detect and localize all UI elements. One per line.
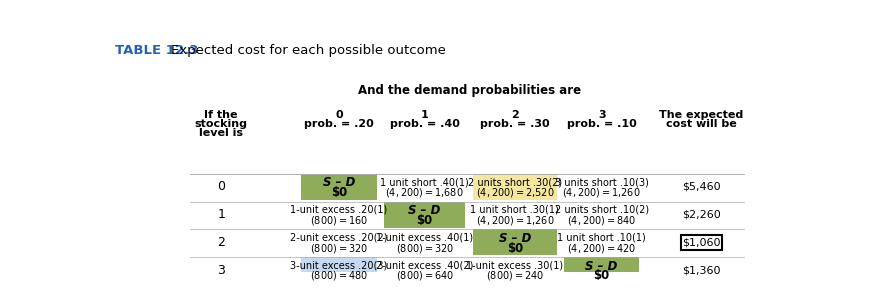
Text: prob. = .10: prob. = .10 [566, 119, 636, 129]
Text: 1: 1 [217, 208, 225, 221]
Text: 2: 2 [217, 236, 225, 249]
Text: $2,260: $2,260 [681, 210, 720, 220]
Text: ($4,200) = $2,520: ($4,200) = $2,520 [475, 186, 554, 199]
Text: 2-unit excess .40(2): 2-unit excess .40(2) [375, 260, 473, 270]
Text: ($800) = $480: ($800) = $480 [309, 269, 368, 282]
Text: 2: 2 [510, 110, 518, 120]
Text: ($800) = $320: ($800) = $320 [309, 241, 368, 255]
Text: level is: level is [199, 128, 242, 138]
Text: 0: 0 [335, 110, 342, 120]
Text: TABLE 12.3: TABLE 12.3 [115, 44, 198, 58]
Bar [301, 174, 376, 200]
Text: 1 unit short .30(1): 1 unit short .30(1) [470, 205, 559, 215]
Text: 2 units short .10(2): 2 units short .10(2) [554, 205, 648, 215]
Text: 0: 0 [217, 180, 225, 193]
Text: ($800) = $640: ($800) = $640 [395, 269, 453, 282]
Text: S – D: S – D [408, 204, 441, 217]
Text: 1: 1 [421, 110, 428, 120]
Text: 1 unit short .10(1): 1 unit short .10(1) [557, 233, 646, 243]
Text: $0: $0 [506, 241, 522, 255]
Text: cost will be: cost will be [666, 119, 736, 129]
Text: 3 units short .10(3): 3 units short .10(3) [554, 177, 648, 187]
Bar [383, 201, 465, 228]
Text: S – D: S – D [322, 177, 355, 189]
Bar [564, 257, 638, 283]
Text: 3: 3 [217, 263, 225, 277]
Bar [473, 174, 556, 200]
Text: ($4,200) = $420: ($4,200) = $420 [567, 241, 635, 255]
Bar [473, 229, 556, 256]
Text: ($4,200) = $840: ($4,200) = $840 [567, 214, 635, 227]
Text: ($800) = $240: ($800) = $240 [485, 269, 543, 282]
Text: 2-unit excess .20(2): 2-unit excess .20(2) [290, 233, 388, 243]
Bar [680, 235, 721, 250]
Text: $1,060: $1,060 [681, 237, 720, 247]
Text: prob. = .40: prob. = .40 [389, 119, 459, 129]
Text: $1,360: $1,360 [681, 265, 720, 275]
Text: 2 units short .30(2): 2 units short .30(2) [468, 177, 561, 187]
Text: ($800) = $320: ($800) = $320 [395, 241, 453, 255]
Text: S – D: S – D [585, 259, 617, 273]
Text: ($4,200) = $1,260: ($4,200) = $1,260 [475, 214, 554, 227]
Text: 3: 3 [597, 110, 605, 120]
Text: ($800) = $160: ($800) = $160 [309, 214, 368, 227]
Text: $5,460: $5,460 [681, 182, 720, 192]
Text: prob. = .30: prob. = .30 [480, 119, 549, 129]
Text: Expected cost for each possible outcome: Expected cost for each possible outcome [170, 44, 445, 58]
Text: $0: $0 [416, 214, 432, 227]
Text: And the demand probabilities are: And the demand probabilities are [358, 84, 580, 97]
Text: If the: If the [204, 110, 237, 120]
Text: 1 unit short .40(1): 1 unit short .40(1) [380, 177, 468, 187]
Text: S – D: S – D [498, 232, 530, 245]
Text: 1-unit excess .40(1): 1-unit excess .40(1) [375, 233, 473, 243]
Text: 3-unit excess .20(3): 3-unit excess .20(3) [290, 260, 387, 270]
Text: 1-unit excess .20(1): 1-unit excess .20(1) [290, 205, 387, 215]
Text: The expected: The expected [659, 110, 743, 120]
Text: 1-unit excess .30(1): 1-unit excess .30(1) [466, 260, 563, 270]
Text: stocking: stocking [195, 119, 248, 129]
Bar [301, 257, 376, 283]
Text: $0: $0 [593, 269, 609, 282]
Text: ($4,200) = $1,680: ($4,200) = $1,680 [385, 186, 463, 199]
Text: prob. = .20: prob. = .20 [303, 119, 374, 129]
Text: ($4,200) = $1,260: ($4,200) = $1,260 [561, 186, 640, 199]
Text: $0: $0 [330, 186, 347, 199]
